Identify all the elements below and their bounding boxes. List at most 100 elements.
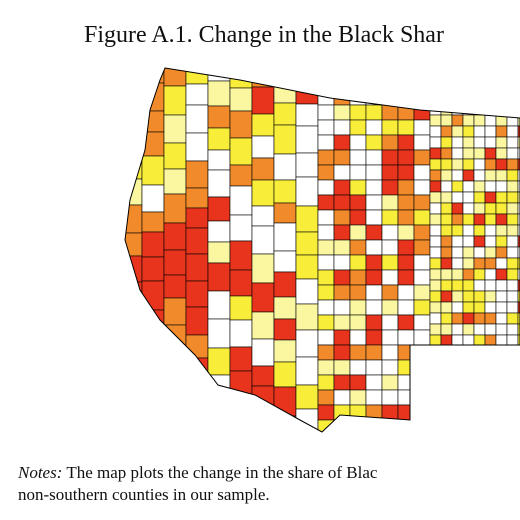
county <box>495 224 508 237</box>
county <box>295 125 319 154</box>
county <box>365 329 383 346</box>
county <box>397 89 415 106</box>
county <box>473 213 486 226</box>
county <box>125 357 143 388</box>
county <box>506 378 519 391</box>
county <box>397 314 415 331</box>
county <box>451 389 464 402</box>
county <box>495 257 508 270</box>
county <box>440 279 453 292</box>
county <box>317 209 335 226</box>
county <box>273 296 297 320</box>
county <box>517 169 520 182</box>
county <box>273 68 297 82</box>
county <box>229 214 253 242</box>
county <box>413 299 431 316</box>
county <box>229 68 253 89</box>
county <box>397 179 415 196</box>
county <box>185 207 209 229</box>
county <box>429 323 442 336</box>
county <box>273 222 297 252</box>
county <box>440 378 453 391</box>
county <box>207 149 231 171</box>
county <box>517 268 520 281</box>
county <box>333 119 351 136</box>
county <box>333 68 351 76</box>
county <box>473 180 486 193</box>
county <box>334 435 350 450</box>
county <box>381 344 399 361</box>
county <box>506 367 519 380</box>
county <box>484 158 497 171</box>
county <box>451 68 464 72</box>
county <box>440 301 453 314</box>
county <box>251 338 275 367</box>
county <box>429 180 442 193</box>
county <box>397 149 415 166</box>
county <box>317 299 335 316</box>
county <box>451 125 464 138</box>
county <box>413 164 431 181</box>
county <box>473 389 486 402</box>
county <box>495 389 508 402</box>
county <box>484 400 497 413</box>
county <box>429 235 442 248</box>
county <box>430 434 441 445</box>
county <box>484 202 497 215</box>
county <box>506 389 519 402</box>
county <box>365 359 383 376</box>
county <box>163 68 187 87</box>
county <box>495 356 508 369</box>
county <box>333 224 351 241</box>
county <box>506 136 519 149</box>
county <box>495 81 508 94</box>
county <box>484 213 497 226</box>
county <box>413 89 431 106</box>
county <box>462 345 475 358</box>
county <box>317 194 335 211</box>
county <box>484 81 497 94</box>
county <box>474 434 485 445</box>
county <box>473 224 486 237</box>
county <box>429 279 442 292</box>
county <box>440 224 453 237</box>
county <box>207 105 231 129</box>
county <box>141 309 165 334</box>
county <box>295 231 319 256</box>
county <box>413 404 431 421</box>
county <box>462 147 475 160</box>
county <box>473 70 486 83</box>
county <box>349 344 367 361</box>
county <box>473 400 486 413</box>
county <box>484 422 497 432</box>
county <box>473 103 486 116</box>
county <box>429 257 442 270</box>
county <box>365 74 383 91</box>
county <box>413 389 431 406</box>
county <box>381 149 399 166</box>
county <box>484 367 497 380</box>
county <box>462 202 475 215</box>
county <box>451 213 464 226</box>
county <box>429 191 442 204</box>
county <box>397 419 415 432</box>
county <box>440 323 453 336</box>
county <box>495 400 508 413</box>
county <box>163 297 187 326</box>
county <box>365 104 383 121</box>
county <box>506 81 519 94</box>
county <box>251 157 275 181</box>
county <box>462 191 475 204</box>
county <box>207 290 231 320</box>
county <box>185 83 209 106</box>
county <box>462 136 475 149</box>
county <box>397 374 415 391</box>
county <box>451 345 464 358</box>
county <box>517 323 520 336</box>
county <box>451 323 464 336</box>
county <box>440 81 453 94</box>
county <box>451 92 464 105</box>
county <box>517 334 520 347</box>
county <box>462 323 475 336</box>
county <box>125 101 143 130</box>
